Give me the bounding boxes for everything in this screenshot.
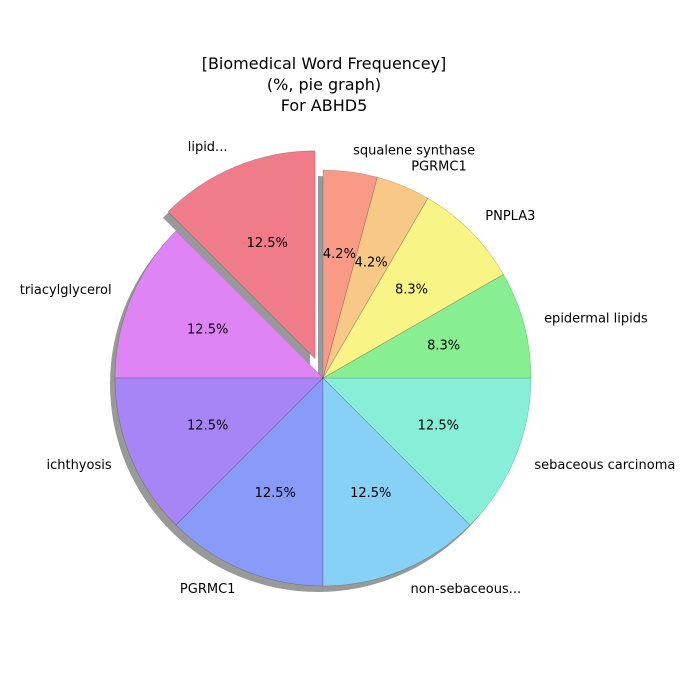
pie-slice-epidermal-lipids-6 xyxy=(321,273,532,379)
pie-category-label-non-sebaceous-4: non-sebaceous... xyxy=(411,582,522,597)
pie-percent-label-epidermal-lipids-6: 8.3% xyxy=(427,338,460,353)
pie-percent-label-layer: 12.5% 12.5% 12.5% 12.5% 12.5% 12.5% 8.3% 8.3% 4.… xyxy=(187,236,460,501)
pie-percent-label-triacylglycerol-1: 12.5% xyxy=(187,323,228,338)
pie-category-label-pgrmc1-8: PGRMC1 xyxy=(411,159,467,174)
pie-slice-non-sebaceous-4 xyxy=(322,377,471,587)
pie-percent-label-lipid-0: 12.5% xyxy=(247,236,288,251)
pie-category-label-pnpla3-7: PNPLA3 xyxy=(485,209,535,224)
pie-category-label-ichthyosis-2: ichthyosis xyxy=(46,458,111,473)
pie-category-label-pgrmc1-3: PGRMC1 xyxy=(180,582,236,597)
chart-title-line-2: (%, pie graph) xyxy=(266,75,382,94)
pie-percent-label-pgrmc1-3: 12.5% xyxy=(255,486,296,501)
pie-category-label-layer: lipid... triacylglycerol ichthyosis PGRMC1 n… xyxy=(20,140,676,597)
pie-slice-squalene-synthase-9 xyxy=(322,169,378,379)
pie-slice-layer xyxy=(114,150,532,587)
pie-percent-label-pnpla3-7: 8.3% xyxy=(395,283,428,298)
pie-percent-label-pgrmc1-8: 4.2% xyxy=(355,255,388,270)
pie-slice-sebaceous-carcinoma-5 xyxy=(322,377,532,526)
pie-category-label-lipid-0: lipid... xyxy=(188,140,228,155)
pie-slice-pgrmc1-3 xyxy=(175,377,324,587)
pie-percent-label-sebaceous-carcinoma-5: 12.5% xyxy=(418,418,459,433)
pie-category-label-epidermal-lipids-6: epidermal lipids xyxy=(544,312,648,327)
pie-slice-pnpla3-7 xyxy=(322,197,504,379)
pie-percent-label-squalene-synthase-9: 4.2% xyxy=(323,247,356,262)
pie-percent-label-non-sebaceous-4: 12.5% xyxy=(350,486,391,501)
pie-slice-lipid-0 xyxy=(167,150,316,360)
pie-category-label-squalene-synthase-9: squalene synthase xyxy=(353,144,475,159)
pie-percent-label-ichthyosis-2: 12.5% xyxy=(187,418,228,433)
pie-slice-pgrmc1-8 xyxy=(322,176,429,379)
pie-slice-ichthyosis-2 xyxy=(114,377,324,526)
chart-title-line-1: [Biomedical Word Frequencey] xyxy=(201,54,447,73)
chart-title: [Biomedical Word Frequencey] (%, pie gra… xyxy=(0,53,648,116)
chart-title-line-3: For ABHD5 xyxy=(280,96,368,115)
pie-slice-triacylglycerol-1 xyxy=(114,230,324,379)
pie-category-label-triacylglycerol-1: triacylglycerol xyxy=(20,283,112,298)
pie-category-label-sebaceous-carcinoma-5: sebaceous carcinoma xyxy=(534,458,675,473)
